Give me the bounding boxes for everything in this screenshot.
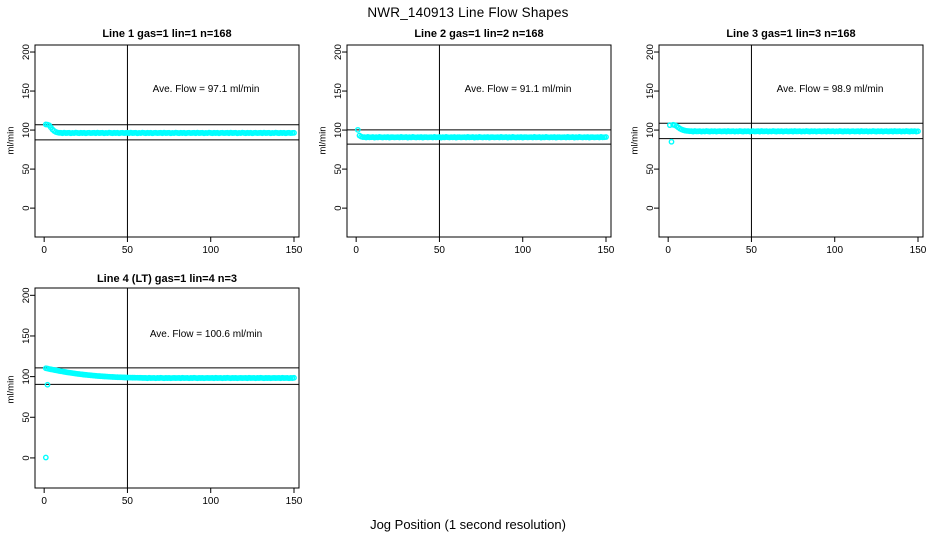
ave-flow-annotation: Ave. Flow = 91.1 ml/min [464,84,572,95]
svg-text:150: 150 [598,245,615,256]
subplot-title: Line 2 gas=1 lin=2 n=168 [414,28,544,40]
svg-text:150: 150 [286,245,303,256]
svg-text:50: 50 [645,164,656,175]
ave-flow-annotation: Ave. Flow = 98.9 ml/min [776,84,884,95]
svg-text:50: 50 [122,245,134,256]
svg-text:100: 100 [645,122,656,138]
figure-title: NWR_140913 Line Flow Shapes [367,5,569,20]
svg-text:0: 0 [21,205,32,210]
svg-text:150: 150 [645,83,656,99]
svg-text:50: 50 [333,164,344,175]
svg-text:200: 200 [333,44,344,60]
svg-text:50: 50 [434,245,446,256]
plot-area-line1: 0 50 100 150 0 50 100 150 200 [21,44,303,256]
subplot-line3: 0 50 100 150 0 50 100 150 200 Line 3 gas=1 lin=3… [624,25,936,270]
svg-text:150: 150 [333,83,344,99]
subplot-line1: 0 50 100 150 0 50 100 150 200 Line 1 gas=1 lin=1… [0,25,312,270]
y-axis-label: ml/min [317,126,329,155]
svg-text:150: 150 [286,496,303,507]
svg-text:50: 50 [21,164,32,175]
y-axis-label: ml/min [5,375,17,404]
svg-text:0: 0 [41,496,47,507]
subplot-title: Line 3 gas=1 lin=3 n=168 [726,28,856,40]
svg-text:100: 100 [333,122,344,138]
svg-text:150: 150 [910,245,927,256]
svg-text:0: 0 [645,205,656,210]
svg-text:100: 100 [514,245,531,256]
plot-area-line2: 0 50 100 150 0 50 100 150 200 [333,44,615,256]
plot-area-line3: 0 50 100 150 0 50 100 150 200 [645,44,927,256]
svg-text:200: 200 [645,44,656,60]
svg-text:200: 200 [21,44,32,60]
svg-text:100: 100 [202,245,219,256]
svg-text:150: 150 [21,328,32,344]
plot-area-line4: 0 50 100 150 0 50 100 150 200 [21,287,303,507]
svg-text:0: 0 [41,245,47,256]
ave-flow-annotation: Ave. Flow = 97.1 ml/min [152,84,260,95]
subplot-title: Line 1 gas=1 lin=1 n=168 [102,28,232,40]
svg-text:0: 0 [21,455,32,460]
svg-text:100: 100 [202,496,219,507]
svg-text:0: 0 [333,205,344,210]
svg-text:50: 50 [122,496,134,507]
svg-text:50: 50 [21,412,32,423]
y-axis-label: ml/min [5,126,17,155]
subplot-line2: 0 50 100 150 0 50 100 150 200 Line 2 gas=1 lin=2… [312,25,624,270]
ave-flow-annotation: Ave. Flow = 100.6 ml/min [149,329,263,340]
svg-text:100: 100 [826,245,843,256]
svg-text:0: 0 [353,245,359,256]
subplot-title: Line 4 (LT) gas=1 lin=4 n=3 [96,273,238,285]
svg-text:150: 150 [21,83,32,99]
svg-text:100: 100 [21,369,32,385]
svg-text:50: 50 [746,245,758,256]
x-axis-label: Jog Position (1 second resolution) [370,517,566,532]
svg-text:200: 200 [21,287,32,303]
subplot-line4: 0 50 100 150 0 50 100 150 200 Line 4 (LT) gas=1 … [0,270,312,515]
svg-text:100: 100 [21,122,32,138]
svg-text:0: 0 [665,245,671,256]
y-axis-label: ml/min [629,126,641,155]
